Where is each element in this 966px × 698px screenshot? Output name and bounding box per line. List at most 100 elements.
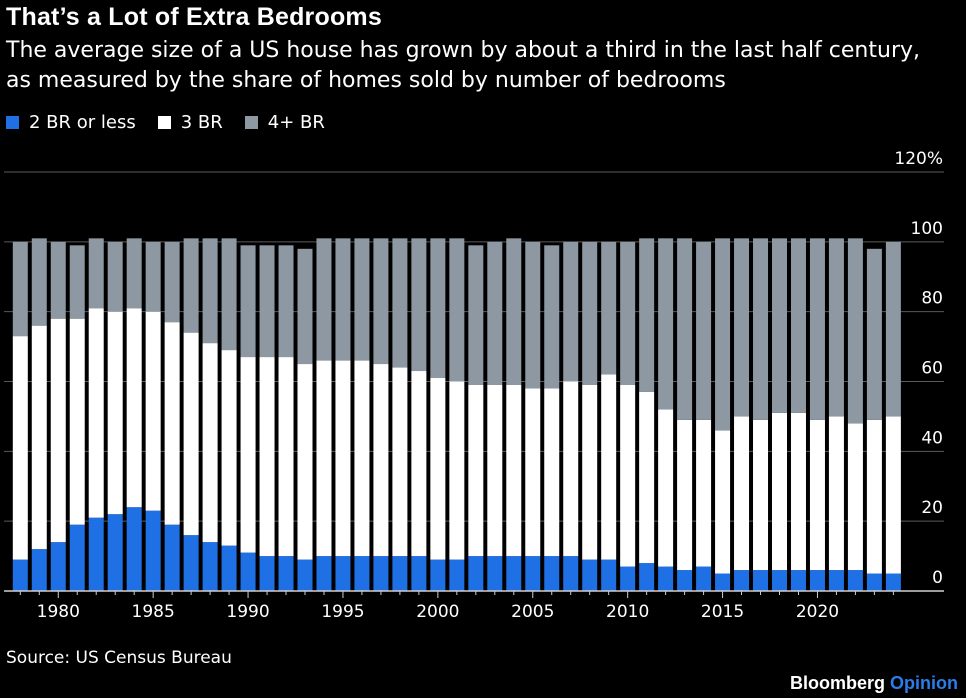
bar-segment: [639, 563, 655, 591]
chart-subtitle: The average size of a US house has grown…: [6, 38, 920, 93]
y-tick-label: 80: [921, 289, 943, 309]
bar-segment: [506, 238, 522, 385]
bar-segment: [753, 419, 769, 571]
bar-segment: [601, 559, 617, 591]
bar-segment: [183, 332, 199, 536]
bar-segment: [297, 364, 313, 560]
bar-segment: [164, 524, 180, 591]
bar-segment: [88, 238, 104, 309]
bar-segment: [828, 570, 844, 591]
bar-segment: [126, 308, 142, 508]
bar-segment: [620, 384, 636, 567]
bar-segment: [772, 570, 787, 591]
bar-segment: [753, 570, 769, 591]
bar-segment: [525, 556, 541, 591]
bar-segment: [354, 556, 370, 591]
bar-segment: [69, 245, 85, 319]
bar-segment: [658, 566, 674, 591]
bar-segment: [885, 416, 901, 574]
bar-segment: [772, 412, 787, 571]
bar-segment: [809, 238, 825, 420]
bar-segment: [734, 238, 750, 417]
bar-segment: [240, 245, 256, 358]
bar-segment: [240, 552, 256, 591]
bar-segment: [126, 507, 142, 591]
bar-segment: [12, 336, 28, 560]
bar-segment: [563, 241, 579, 382]
bar-segment: [601, 374, 617, 560]
bar-segment: [50, 241, 66, 319]
bar-segment: [335, 360, 351, 557]
legend-label-2br: 2 BR or less: [29, 112, 136, 133]
bar-segment: [145, 311, 161, 511]
bar-segment: [696, 241, 712, 420]
bar-segment: [221, 545, 237, 591]
bar-segment: [582, 384, 598, 560]
bar-segment: [828, 416, 844, 571]
bar-segment: [88, 517, 104, 591]
x-tick-label: 1990: [226, 602, 269, 622]
y-tick-label: 40: [921, 428, 943, 448]
bar-segment: [411, 371, 427, 557]
bar-segment: [468, 384, 484, 557]
bar-segment: [639, 391, 655, 564]
bar-segment: [677, 238, 693, 420]
x-tick-label: 2020: [796, 602, 839, 622]
bar-segment: [316, 556, 332, 591]
bar-segment: [221, 238, 237, 351]
bar-segment: [620, 566, 636, 591]
bar-segment: [164, 322, 180, 525]
bar-segment: [221, 350, 237, 546]
bar-segment: [506, 384, 522, 557]
legend-label-3br: 3 BR: [180, 112, 223, 133]
bar-segment: [487, 241, 503, 385]
legend-swatch-2br: [6, 116, 19, 129]
bar-segment: [31, 325, 47, 550]
bar-segment: [202, 542, 218, 591]
bar-segment: [847, 570, 863, 591]
legend-swatch-4br: [244, 116, 258, 129]
brand-name: Bloomberg: [789, 673, 885, 693]
bar-segment: [411, 238, 427, 372]
x-tick-label: 2005: [511, 602, 554, 622]
bar-segment: [297, 559, 313, 591]
bar-segment: [392, 556, 408, 591]
bar-segment: [259, 357, 275, 557]
bar-segment: [582, 559, 598, 591]
bar-segment: [240, 357, 256, 553]
bar-segment: [449, 238, 465, 382]
bar-segment: [107, 311, 123, 515]
bar-segment: [828, 238, 844, 417]
legend-label-4br: 4+ BR: [267, 112, 325, 133]
brand-logo: Bloomberg Opinion: [790, 673, 958, 694]
bar-segment: [506, 556, 522, 591]
bar-segment: [734, 570, 750, 591]
y-tick-label: 0: [932, 568, 943, 588]
bar-segment: [715, 238, 731, 431]
bar-segment: [790, 238, 806, 413]
bar-segment: [639, 238, 655, 392]
bar-segment: [449, 559, 465, 591]
bar-segment: [373, 238, 389, 365]
bar-segment: [411, 556, 427, 591]
x-tick-label: 1980: [37, 602, 80, 622]
bar-segment: [790, 412, 806, 571]
bar-segment: [316, 238, 332, 361]
bar-segment: [468, 556, 484, 591]
bar-segment: [31, 549, 47, 591]
bar-segment: [373, 556, 389, 591]
bar-segment: [866, 419, 882, 574]
bar-segment: [278, 245, 294, 358]
bar-segment: [449, 381, 465, 560]
bar-segment: [658, 238, 674, 410]
bar-segment: [107, 241, 123, 312]
bar-segment: [658, 409, 674, 567]
bar-segment: [677, 570, 693, 591]
bar-segment: [259, 245, 275, 358]
bar-segment: [753, 238, 769, 420]
y-tick-label: 20: [921, 498, 943, 518]
bar-segment: [677, 419, 693, 571]
bar-segment: [31, 238, 47, 326]
y-tick-label: 60: [921, 359, 943, 379]
